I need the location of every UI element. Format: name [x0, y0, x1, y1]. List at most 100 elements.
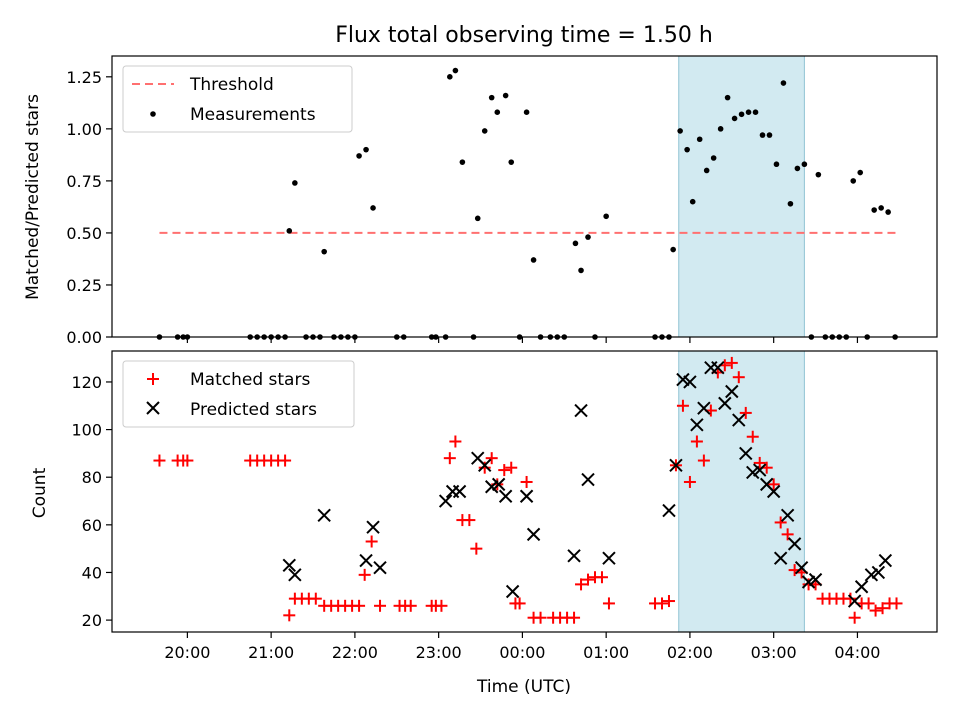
- matched-star-marker: [358, 568, 371, 581]
- measurement-point: [447, 74, 453, 80]
- predicted-star-marker: [683, 375, 697, 389]
- matched-star-marker: [662, 595, 675, 608]
- predicted-star-marker: [282, 558, 296, 573]
- x-tick-label: 23:00: [416, 643, 462, 662]
- predicted-star-marker: [359, 553, 373, 568]
- predicted-star-marker: [574, 403, 588, 418]
- measurement-point: [356, 153, 362, 159]
- measurement-point: [724, 94, 731, 101]
- matched-star-marker: [374, 599, 387, 612]
- matched-star-marker: [862, 597, 875, 610]
- x-tick-label: 04:00: [834, 643, 880, 662]
- matched-star-marker: [283, 609, 296, 622]
- measurement-point: [773, 161, 780, 168]
- matched-star-marker: [582, 573, 595, 586]
- measurement-point: [857, 169, 864, 176]
- matched-star-marker: [498, 464, 511, 477]
- y-tick-label: 1.25: [66, 68, 102, 87]
- predicted-star-marker: [438, 494, 453, 508]
- matched-star-marker: [697, 454, 710, 467]
- matched-star-marker: [443, 452, 456, 465]
- y-tick-label: 80: [82, 468, 102, 487]
- matched-star-marker: [767, 478, 780, 491]
- predicted-star-marker: [288, 568, 302, 582]
- measurement-point: [494, 109, 501, 115]
- measurement-point: [850, 178, 857, 184]
- matched-star-marker: [181, 454, 194, 467]
- measurement-point: [766, 132, 773, 138]
- legend-threshold-label: Threshold: [189, 75, 274, 95]
- measurement-point: [321, 248, 327, 255]
- measurement-point: [738, 111, 745, 118]
- matched-star-marker: [505, 461, 518, 474]
- matched-star-marker: [725, 356, 738, 369]
- matched-star-marker: [568, 611, 581, 624]
- x-tick-label: 01:00: [583, 643, 629, 662]
- measurement-point: [787, 200, 794, 207]
- matched-star-marker: [602, 597, 615, 610]
- predicted-star-marker: [766, 484, 781, 499]
- predicted-star-marker: [519, 489, 534, 503]
- predicted-star-marker: [498, 489, 513, 503]
- y-tick-label: 0.50: [66, 224, 102, 243]
- predicted-star-marker: [478, 458, 492, 473]
- measurement-point: [780, 80, 787, 86]
- measurement-point: [488, 94, 495, 101]
- predicted-star-marker: [780, 508, 795, 523]
- bottom-axes-frame: [111, 350, 938, 633]
- matched-star-marker: [739, 406, 752, 419]
- matched-star-marker: [876, 602, 889, 615]
- x-tick-label: 21:00: [248, 643, 294, 662]
- y-tick-label: 0.00: [66, 328, 102, 347]
- measurement-point: [603, 213, 609, 220]
- matched-star-marker: [781, 528, 794, 541]
- matched-star-marker: [869, 604, 882, 617]
- top-legend: Threshold Measurements: [122, 65, 353, 133]
- legend-predicted-label: Predicted stars: [190, 400, 317, 420]
- predicted-star-marker: [373, 560, 387, 575]
- predicted-star-marker: [662, 503, 676, 518]
- matched-star-marker: [848, 611, 861, 624]
- measurement-point: [689, 198, 696, 205]
- legend-predicted-swatch: [146, 401, 160, 415]
- bottom-y-ticks: 20 40 60 80 100 120: [71, 373, 112, 630]
- top-legend-box: [122, 65, 353, 133]
- bottom-legend-box: [122, 360, 355, 428]
- measurement-point: [363, 146, 369, 153]
- measurement-point: [459, 159, 466, 165]
- bottom-highlight-group: [678, 350, 805, 633]
- measurement-point: [871, 207, 877, 213]
- matched-star-marker: [470, 542, 483, 555]
- top-axes-frame: [111, 55, 938, 338]
- predicted-star-marker: [697, 401, 711, 415]
- legend-measurements-label: Measurements: [190, 105, 316, 125]
- predicted-star-marker: [491, 477, 506, 492]
- y-tick-label: 120: [71, 373, 102, 392]
- bottom-legend: Matched stars Predicted stars: [122, 360, 355, 428]
- bottom-highlight-span: [678, 350, 805, 633]
- predicted-star-marker: [317, 508, 331, 523]
- matched-star-marker: [309, 592, 322, 605]
- matched-star-marker: [732, 371, 745, 384]
- matched-star-marker: [513, 597, 526, 610]
- predicted-star-marker: [526, 527, 541, 542]
- measurement-point: [530, 257, 537, 263]
- matched-star-marker: [753, 456, 766, 469]
- measurement-point: [745, 109, 752, 115]
- matched-stars-group: [153, 356, 903, 624]
- x-tick-label: 20:00: [164, 643, 210, 662]
- measurement-point: [508, 159, 515, 165]
- matched-star-marker: [279, 454, 292, 467]
- top-chart-title: Flux total observing time = 1.50 h: [335, 23, 713, 48]
- measurement-point: [502, 92, 509, 99]
- predicted-star-marker: [711, 360, 725, 375]
- x-tick-label: 22:00: [332, 643, 378, 662]
- measurement-point: [684, 146, 690, 153]
- matched-star-marker: [890, 597, 903, 610]
- top-x-ticks: [186, 337, 859, 343]
- predicted-star-marker: [854, 580, 869, 594]
- measurement-point: [474, 215, 481, 222]
- measurement-point: [292, 180, 298, 186]
- matched-star-marker: [595, 571, 608, 584]
- bottom-y-axis-label: Count: [30, 467, 50, 518]
